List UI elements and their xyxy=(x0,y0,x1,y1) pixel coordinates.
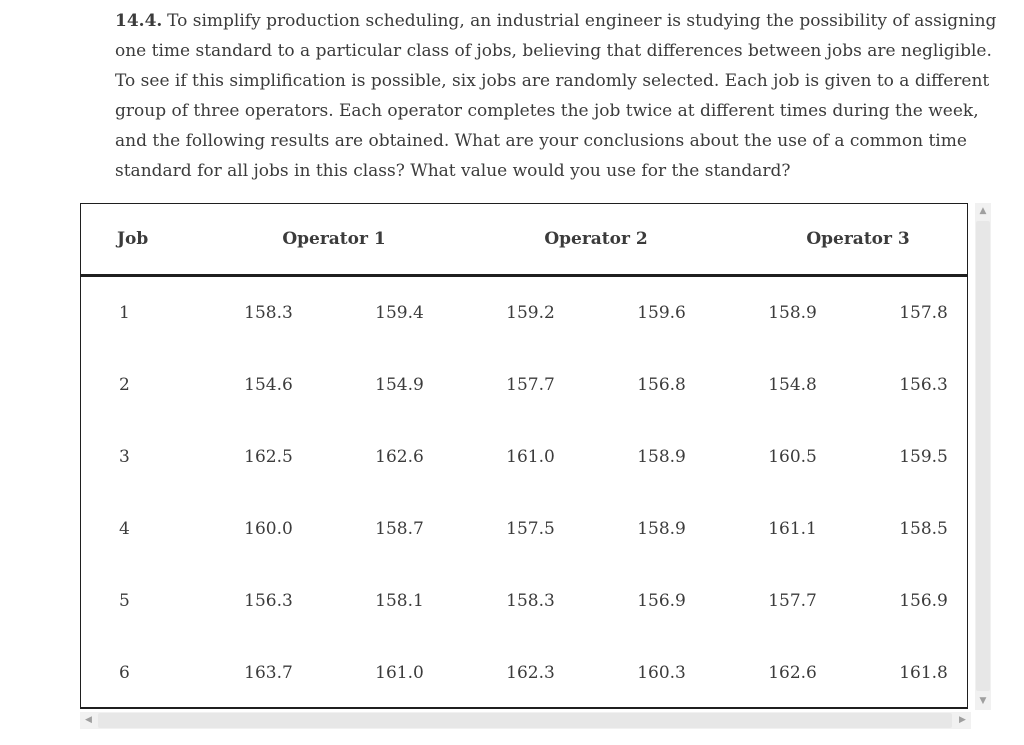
value-cell: 162.3 xyxy=(506,663,555,683)
value-cell: 163.7 xyxy=(244,663,293,683)
value-cell: 159.5 xyxy=(899,447,948,467)
value-cell: 161.0 xyxy=(506,447,555,467)
value-cell: 154.6 xyxy=(244,375,293,395)
value-cell: 158.3 xyxy=(506,591,555,611)
scroll-up-icon[interactable]: ▲ xyxy=(979,206,987,216)
scroll-right-icon[interactable]: ▶ xyxy=(959,715,966,725)
horizontal-scrollbar[interactable]: ◀ ▶ xyxy=(80,712,971,729)
value-cell: 156.9 xyxy=(637,591,686,611)
job-cell: 1 xyxy=(119,303,130,323)
value-cell: 158.7 xyxy=(375,519,424,539)
value-cell: 160.3 xyxy=(637,663,686,683)
table-row: 6 163.7 161.0 162.3 160.3 162.6 161.8 xyxy=(81,637,967,707)
column-header-operator-2: Operator 2 xyxy=(465,204,728,277)
value-cell: 156.9 xyxy=(899,591,948,611)
value-cell: 158.5 xyxy=(899,519,948,539)
value-cell: 158.9 xyxy=(768,303,817,323)
value-cell: 162.6 xyxy=(768,663,817,683)
measurements-table: Job Operator 1 Operator 2 Operator 3 1 15… xyxy=(81,204,967,708)
problem-line: group of three operators. Each operator … xyxy=(115,101,979,121)
table-row: 5 156.3 158.1 158.3 156.9 157.7 156.9 xyxy=(81,565,967,637)
value-cell: 159.4 xyxy=(375,303,424,323)
value-cell: 158.3 xyxy=(244,303,293,323)
value-cell: 160.0 xyxy=(244,519,293,539)
table-row: 2 154.6 154.9 157.7 156.8 154.8 156.3 xyxy=(81,349,967,421)
horizontal-scrollbar-thumb[interactable] xyxy=(98,713,952,728)
job-cell: 2 xyxy=(119,375,130,395)
table-row: 4 160.0 158.7 157.5 158.9 161.1 158.5 xyxy=(81,493,967,565)
job-cell: 6 xyxy=(119,663,130,683)
value-cell: 161.0 xyxy=(375,663,424,683)
value-cell: 162.6 xyxy=(375,447,424,467)
value-cell: 158.9 xyxy=(637,447,686,467)
scroll-down-icon[interactable]: ▼ xyxy=(979,696,987,706)
data-table-scroll-container[interactable]: Job Operator 1 Operator 2 Operator 3 1 15… xyxy=(80,203,968,709)
value-cell: 162.5 xyxy=(244,447,293,467)
value-cell: 159.6 xyxy=(637,303,686,323)
problem-text: To simplify production scheduling, an in… xyxy=(167,11,997,31)
value-cell: 159.2 xyxy=(506,303,555,323)
job-cell: 5 xyxy=(119,591,130,611)
value-cell: 156.3 xyxy=(899,375,948,395)
value-cell: 160.5 xyxy=(768,447,817,467)
table-header-row: Job Operator 1 Operator 2 Operator 3 xyxy=(81,204,967,277)
value-cell: 158.9 xyxy=(637,519,686,539)
value-cell: 157.8 xyxy=(899,303,948,323)
job-cell: 3 xyxy=(119,447,130,467)
problem-line: 14.4. To simplify production scheduling, … xyxy=(115,6,1010,36)
column-header-job: Job xyxy=(81,204,203,277)
job-cell: 4 xyxy=(119,519,130,539)
problem-line: one time standard to a particular class … xyxy=(115,41,992,61)
column-header-operator-3: Operator 3 xyxy=(727,204,967,277)
vertical-scrollbar-thumb[interactable] xyxy=(976,221,990,691)
column-header-operator-1: Operator 1 xyxy=(203,204,466,277)
scroll-left-icon[interactable]: ◀ xyxy=(85,715,92,725)
problem-statement: 14.4. To simplify production scheduling, … xyxy=(115,6,1010,186)
problem-number: 14.4. xyxy=(115,11,163,31)
table-body: 1 158.3 159.4 159.2 159.6 158.9 157.8 2 154.6 154… xyxy=(81,276,967,708)
value-cell: 156.8 xyxy=(637,375,686,395)
problem-line: and the following results are obtained. … xyxy=(115,131,967,151)
value-cell: 158.1 xyxy=(375,591,424,611)
problem-line: To see if this simplification is possibl… xyxy=(115,71,990,91)
table-row: 1 158.3 159.4 159.2 159.6 158.9 157.8 xyxy=(81,276,967,350)
value-cell: 157.5 xyxy=(506,519,555,539)
value-cell: 157.7 xyxy=(768,591,817,611)
value-cell: 156.3 xyxy=(244,591,293,611)
problem-line: standard for all jobs in this class? Wha… xyxy=(115,161,791,181)
value-cell: 154.9 xyxy=(375,375,424,395)
value-cell: 157.7 xyxy=(506,375,555,395)
table-row: 3 162.5 162.6 161.0 158.9 160.5 159.5 xyxy=(81,421,967,493)
value-cell: 154.8 xyxy=(768,375,817,395)
value-cell: 161.8 xyxy=(899,663,948,683)
vertical-scrollbar[interactable]: ▲ ▼ xyxy=(975,203,991,710)
value-cell: 161.1 xyxy=(768,519,817,539)
